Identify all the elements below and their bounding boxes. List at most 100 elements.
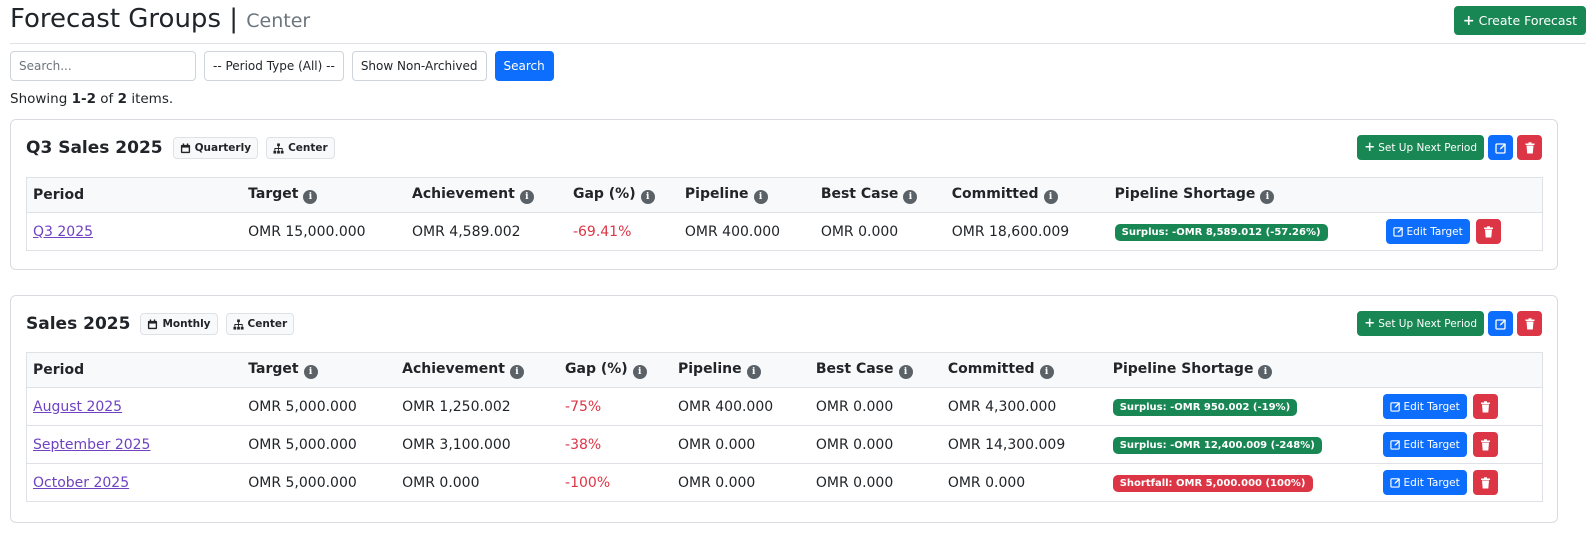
info-circle-icon[interactable]: i — [753, 189, 768, 204]
target-cell: OMR 5,000.000 — [248, 474, 357, 491]
gap-cell: -75% — [559, 387, 672, 426]
col-header-best-case[interactable]: Best Case i — [809, 352, 942, 388]
period-link[interactable]: August 2025 — [33, 398, 123, 415]
calendar-icon — [180, 142, 190, 153]
edit-target-button[interactable]: Edit Target — [1382, 470, 1467, 495]
info-circle-icon[interactable]: i — [632, 364, 647, 379]
edit-target-button[interactable]: Edit Target — [1382, 394, 1467, 419]
info-circle-icon[interactable]: i — [1039, 364, 1054, 379]
col-header-label: Gap (%) — [565, 361, 628, 378]
pipeline-cell: OMR 0.000 — [671, 425, 810, 464]
col-header-label: Achievement — [402, 361, 505, 378]
info-circle-icon[interactable]: i — [1258, 364, 1273, 379]
scope-badge: Center — [266, 137, 335, 159]
delete-target-button[interactable] — [1472, 470, 1498, 495]
col-header-label: Best Case — [820, 186, 899, 203]
col-header-label: Pipeline Shortage — [1114, 186, 1256, 203]
best-case-cell: OMR 0.000 — [809, 387, 942, 426]
col-header-achievement[interactable]: Achievement i — [406, 177, 567, 213]
col-header-target[interactable]: Target i — [242, 177, 407, 213]
sitemap-icon — [232, 318, 244, 330]
col-header-gap[interactable]: Gap (%) i — [566, 177, 679, 213]
create-forecast-button[interactable]: + Create Forecast — [1453, 6, 1586, 35]
trash-icon — [1483, 225, 1493, 237]
col-header-pipeline-shortage[interactable]: Pipeline Shortage i — [1108, 177, 1380, 213]
col-header-gap[interactable]: Gap (%) i — [559, 352, 672, 388]
info-circle-icon[interactable]: i — [1260, 189, 1275, 204]
row-actions: Edit Target — [1382, 470, 1536, 495]
period-link[interactable]: October 2025 — [33, 474, 130, 491]
edit-icon — [1494, 318, 1506, 330]
delete-group-button[interactable] — [1517, 135, 1542, 160]
summary-prefix: Showing — [10, 91, 68, 107]
scope-label: Center — [288, 142, 328, 154]
edit-group-button[interactable] — [1488, 135, 1513, 160]
table-row: September 2025 OMR 5,000.000 OMR 3,100.0… — [26, 425, 1543, 464]
col-header-label: Pipeline Shortage — [1112, 361, 1254, 378]
target-cell: OMR 15,000.000 — [248, 223, 366, 240]
info-circle-icon[interactable]: i — [903, 189, 918, 204]
archive-filter-button[interactable]: Show Non-Archived — [351, 51, 487, 81]
info-circle-icon[interactable]: i — [1043, 189, 1058, 204]
search-button[interactable]: Search — [494, 51, 554, 81]
edit-target-label: Edit Target — [1403, 438, 1460, 451]
info-circle-icon[interactable]: i — [519, 189, 534, 204]
edit-group-button[interactable] — [1488, 311, 1513, 336]
edit-target-label: Edit Target — [1403, 476, 1460, 489]
group-title: Sales 2025 — [26, 314, 131, 334]
col-header-best-case[interactable]: Best Case i — [814, 177, 946, 213]
col-header-pipeline[interactable]: Pipeline i — [671, 352, 810, 388]
page-title: Forecast Groups | Center — [10, 4, 310, 34]
scope-label: Center — [247, 318, 288, 330]
period-link[interactable]: Q3 2025 — [33, 223, 94, 240]
period-type-badge: Quarterly — [172, 137, 259, 159]
col-header-pipeline-shortage[interactable]: Pipeline Shortage i — [1106, 352, 1377, 388]
trash-icon — [1525, 141, 1534, 153]
best-case-cell: OMR 0.000 — [820, 223, 899, 240]
col-header-period[interactable]: Period — [26, 177, 243, 213]
col-header-period[interactable]: Period — [26, 352, 243, 388]
info-circle-icon[interactable]: i — [640, 189, 655, 204]
pipeline-cell: OMR 0.000 — [677, 474, 756, 491]
col-header-achievement[interactable]: Achievement i — [396, 352, 560, 388]
group-header: Q3 Sales 2025 Quarterly Center — [26, 137, 335, 159]
delete-target-button[interactable] — [1475, 219, 1501, 244]
edit-target-button[interactable]: Edit Target — [1385, 219, 1470, 244]
gap-cell: -38% — [559, 425, 672, 464]
achievement-cell: OMR 3,100.000 — [396, 425, 560, 464]
setup-next-period-button[interactable]: + Set Up Next Period — [1357, 135, 1484, 160]
committed-cell: OMR 0.000 — [947, 474, 1026, 491]
edit-target-label: Edit Target — [1403, 400, 1460, 413]
col-header-actions — [1379, 177, 1543, 213]
forecast-group-card: Q3 Sales 2025 Quarterly Center + Set Up … — [10, 119, 1558, 270]
info-circle-icon[interactable]: i — [303, 364, 318, 379]
delete-target-button[interactable] — [1472, 432, 1498, 457]
results-summary: Showing 1-2 of 2 items. — [10, 91, 173, 107]
col-header-committed[interactable]: Committed i — [945, 177, 1109, 213]
delete-target-button[interactable] — [1472, 394, 1498, 419]
summary-range: 1-2 — [71, 91, 96, 107]
period-type-select[interactable]: -- Period Type (All) -- — [204, 51, 344, 81]
calendar-icon — [148, 318, 158, 329]
row-actions: Edit Target — [1385, 219, 1536, 244]
edit-target-button[interactable]: Edit Target — [1382, 432, 1467, 457]
col-header-target[interactable]: Target i — [242, 352, 397, 388]
search-input[interactable] — [10, 51, 196, 81]
info-circle-icon[interactable]: i — [303, 189, 318, 204]
period-type-badge: Monthly — [140, 313, 218, 335]
table-row: August 2025 OMR 5,000.000 OMR 1,250.002 … — [26, 387, 1543, 426]
info-circle-icon[interactable]: i — [509, 364, 524, 379]
delete-group-button[interactable] — [1517, 311, 1542, 336]
col-header-committed[interactable]: Committed i — [941, 352, 1107, 388]
info-circle-icon[interactable]: i — [746, 364, 761, 379]
pipeline-cell: OMR 400.000 — [684, 223, 781, 240]
info-circle-icon[interactable]: i — [898, 364, 913, 379]
period-link[interactable]: September 2025 — [33, 436, 151, 453]
best-case-cell: OMR 0.000 — [815, 474, 894, 491]
period-type-label: Quarterly — [194, 142, 252, 154]
group-header: Sales 2025 Monthly Center — [26, 313, 295, 335]
col-header-label: Achievement — [412, 186, 515, 203]
col-header-pipeline[interactable]: Pipeline i — [678, 177, 815, 213]
achievement-cell: OMR 0.000 — [402, 474, 480, 491]
setup-next-period-button[interactable]: + Set Up Next Period — [1357, 311, 1484, 336]
